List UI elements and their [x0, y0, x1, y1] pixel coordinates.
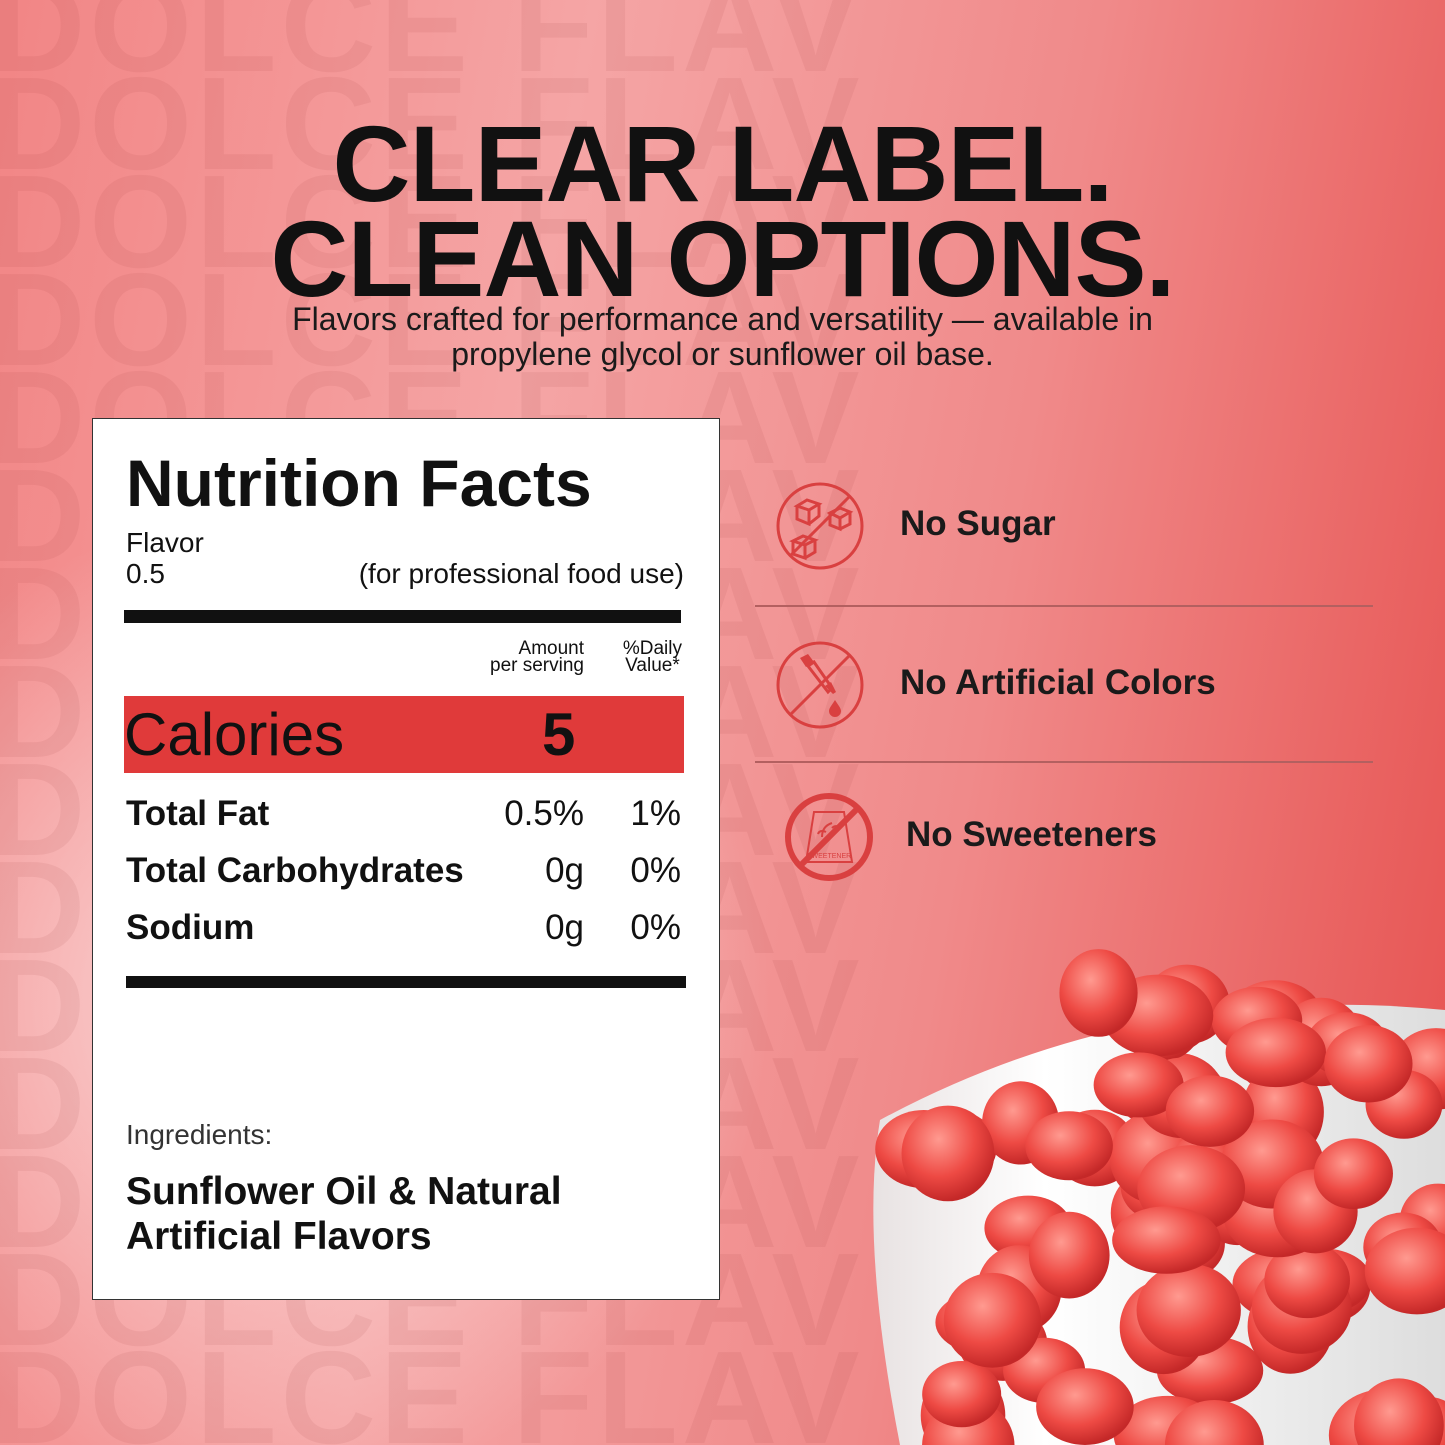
usage-note: (for professional food use): [358, 558, 684, 589]
claim-no-artificial-colors: No Artificial Colors: [900, 663, 1216, 702]
gummy-bear: [1059, 949, 1138, 1037]
nutrient-amount: 0.5%: [504, 794, 584, 833]
claim-no-sweeteners: No Sweeteners: [906, 815, 1157, 854]
subtitle-line2: propylene glycol or sunflower oil base.: [451, 336, 994, 372]
claims-divider: [755, 605, 1373, 607]
no-sweetener-bag-icon: SWEETENER: [785, 793, 873, 881]
gummy-bear: [1112, 1206, 1221, 1274]
divider-thick-bottom: [126, 976, 686, 988]
ingredients-label: Ingredients:: [126, 1119, 273, 1150]
calories-label: Calories: [124, 701, 345, 768]
gummy-bear: [1225, 1017, 1326, 1088]
nutrition-facts-panel: Nutrition Facts Flavor 0.5 (for professi…: [92, 418, 720, 1300]
claim-no-sugar: No Sugar: [900, 504, 1056, 543]
gummy-bear: [1028, 1211, 1110, 1299]
watermark-text: DOLCE FLAV: [0, 1324, 864, 1445]
amount-header: Amount per serving: [490, 638, 584, 676]
daily-value-header: %Daily Value*: [622, 638, 682, 676]
gummy-bear: [943, 1272, 1041, 1368]
product-label: Flavor: [126, 527, 204, 558]
gummy-bear: [1354, 1378, 1444, 1445]
gummy-bear: [1364, 1227, 1445, 1315]
gummy-bear: [1165, 1075, 1255, 1147]
nutrition-title: Nutrition Facts: [126, 446, 592, 520]
watermark-text: DOLCE FLAV: [0, 246, 864, 393]
nutrient-daily-value: 0%: [630, 908, 681, 947]
gummy-bears-bowl-image: [873, 949, 1445, 1445]
watermark-text: DOLCE FLAV: [0, 50, 864, 197]
gummy-bear: [901, 1105, 995, 1202]
gummy-bear: [1036, 1368, 1134, 1445]
nutrient-amount: 0g: [545, 851, 584, 890]
svg-text:SWEETENER: SWEETENER: [807, 853, 851, 860]
nutrient-daily-value: 0%: [630, 851, 681, 890]
watermark-text: DOLCE FLAV: [0, 148, 864, 295]
gummy-bear: [1264, 1242, 1350, 1319]
gummy-bear: [1313, 1138, 1393, 1210]
serving-value: 0.5: [126, 558, 165, 589]
gummy-bear: [1324, 1025, 1413, 1103]
headline-line1: CLEAR LABEL.: [332, 103, 1114, 224]
subtitle-line1: Flavors crafted for performance and vers…: [292, 301, 1153, 337]
gummy-bear: [1093, 1052, 1184, 1118]
nutrient-daily-value: 1%: [630, 794, 681, 833]
gummy-bear: [1164, 1400, 1264, 1445]
calories-row: Calories 5: [124, 696, 684, 773]
no-dropper-icon: [776, 641, 864, 729]
gummy-bear: [922, 1361, 1002, 1428]
nutrient-label: Total Carbohydrates: [126, 851, 464, 890]
claims-divider: [755, 761, 1373, 763]
calories-value: 5: [542, 701, 576, 768]
divider-thick: [124, 610, 681, 623]
headline-line2: CLEAN OPTIONS.: [270, 198, 1175, 319]
gummy-bear: [1136, 1263, 1241, 1357]
ingredients-text: Sunflower Oil & Natural Artificial Flavor…: [126, 1170, 562, 1258]
watermark-text: DOLCE FLAV: [0, 0, 864, 99]
nutrient-label: Total Fat: [126, 794, 270, 833]
no-sugar-cubes-icon: [776, 482, 864, 570]
nutrient-label: Sodium: [126, 908, 255, 947]
nutrient-amount: 0g: [545, 908, 584, 947]
gummy-bear: [1025, 1111, 1113, 1181]
